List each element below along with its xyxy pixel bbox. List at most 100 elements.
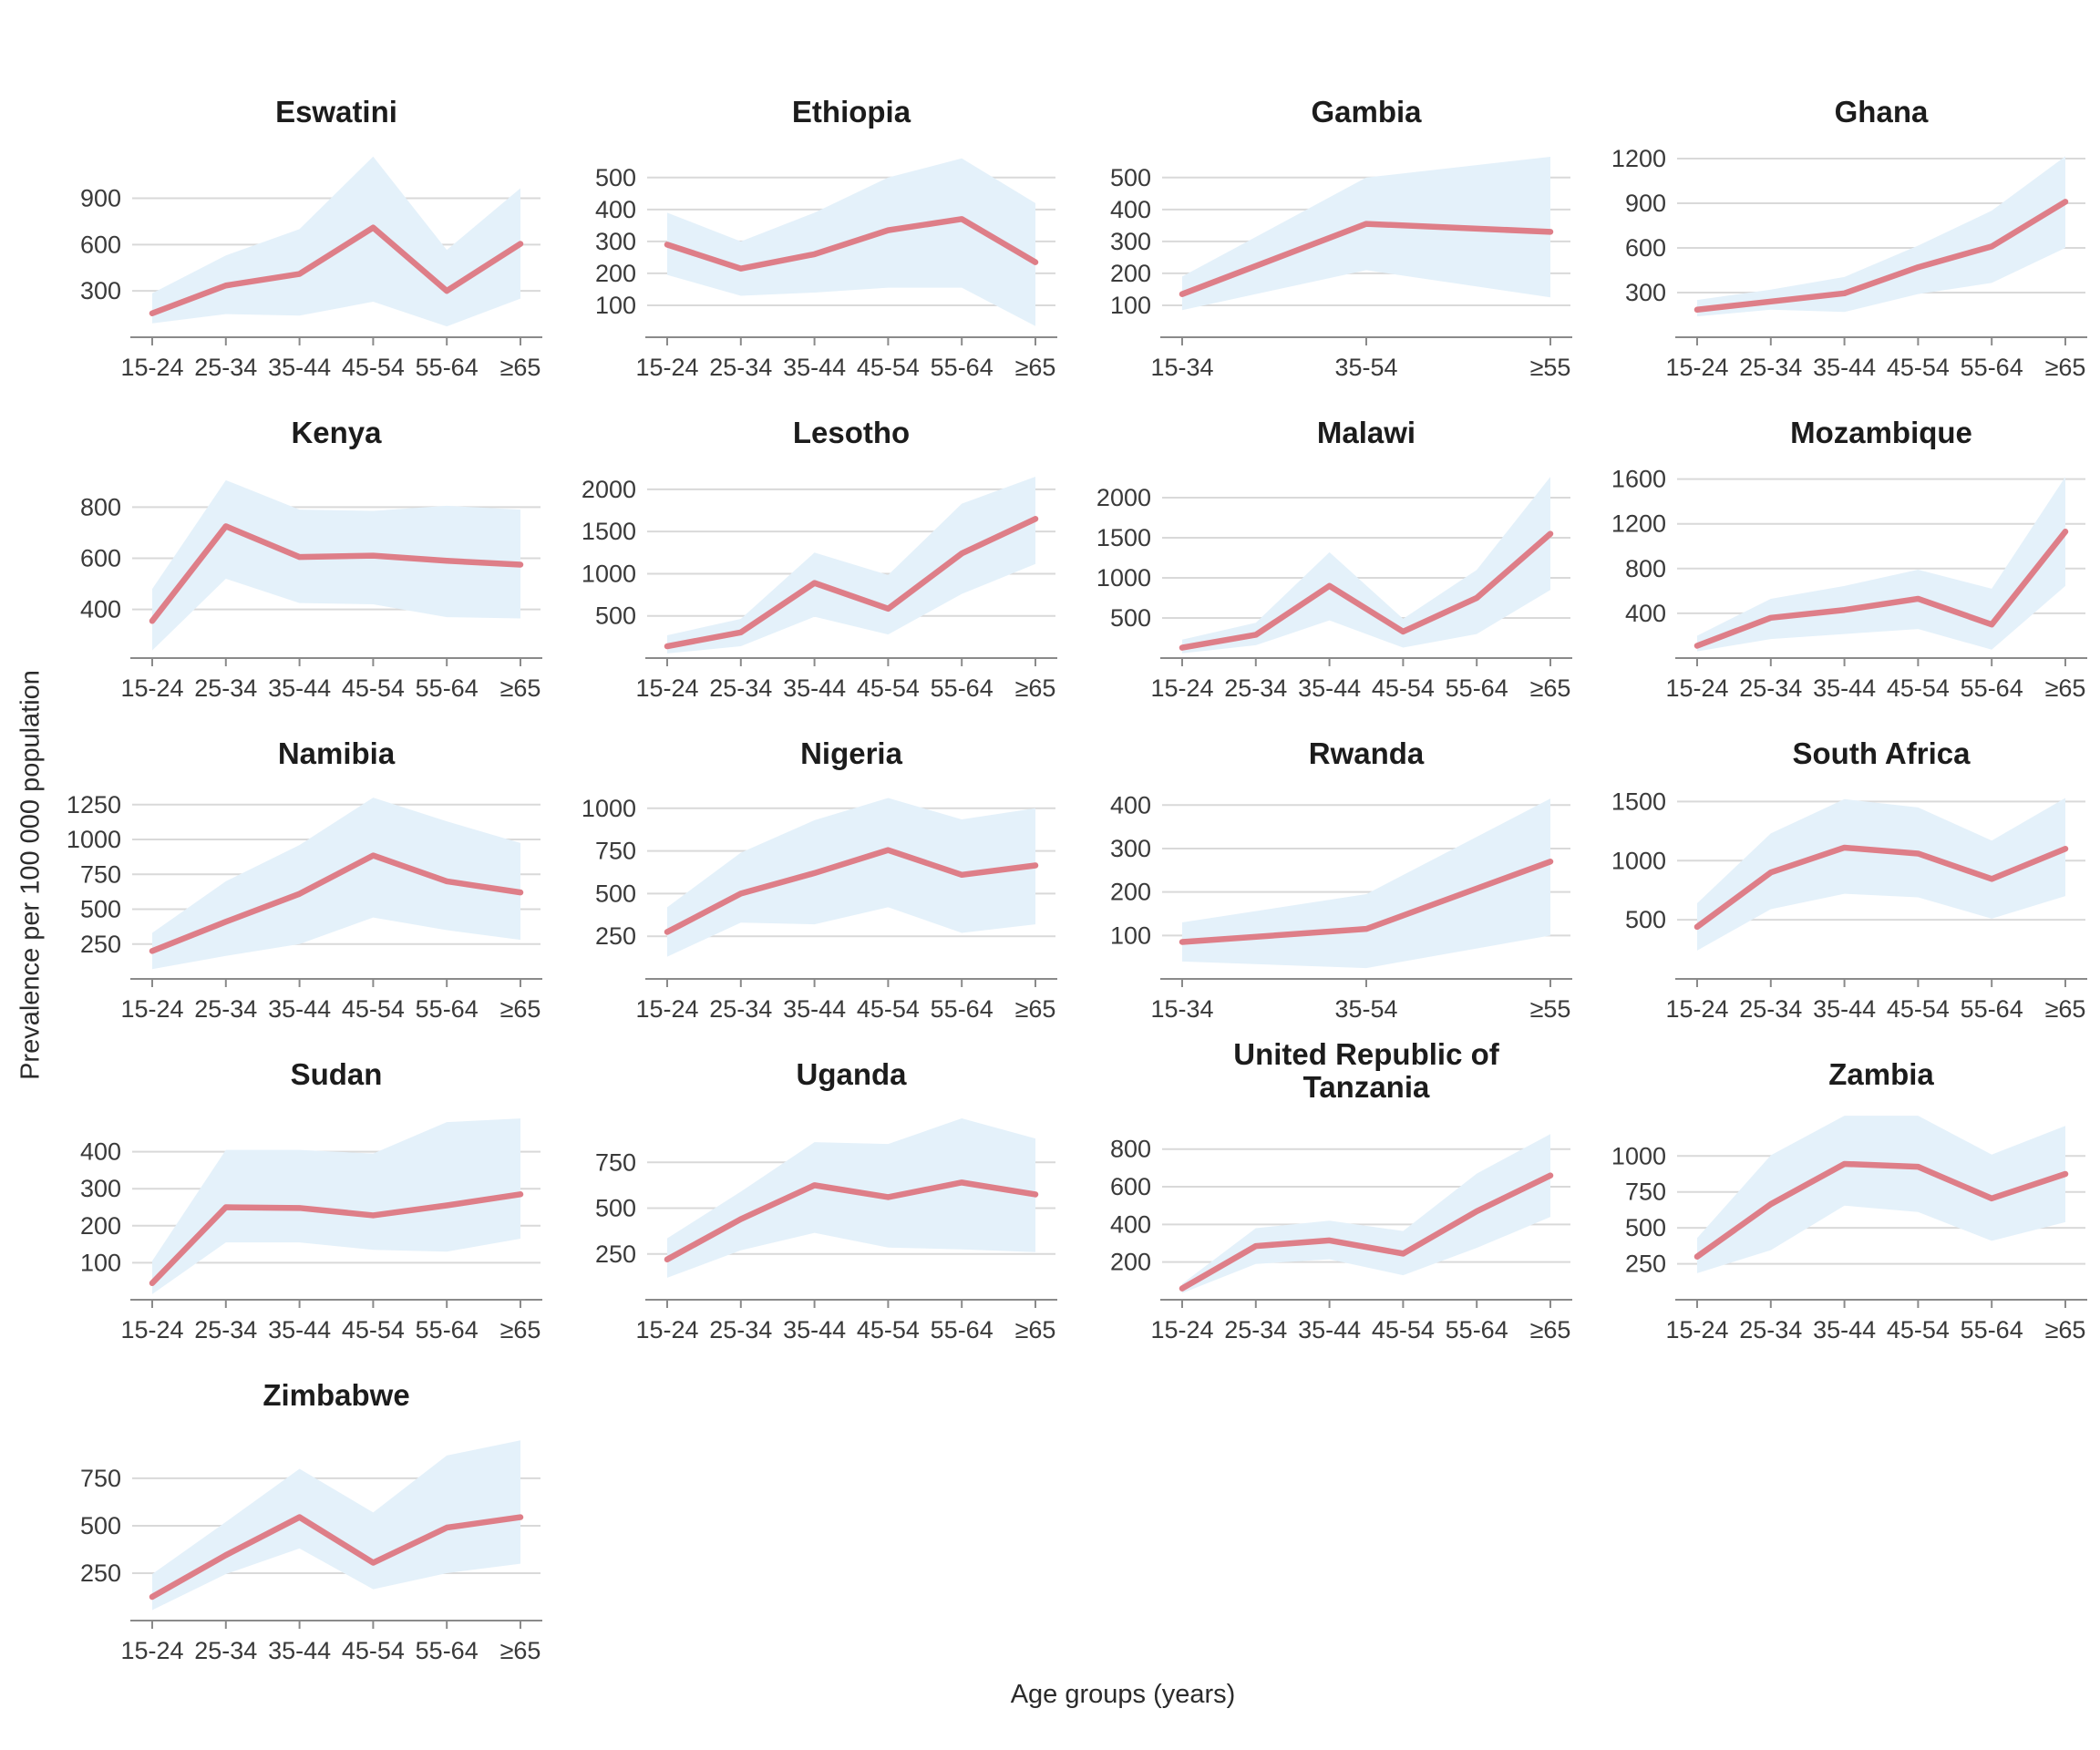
svg-text:1000: 1000 — [582, 560, 636, 587]
svg-text:500: 500 — [1625, 1214, 1666, 1241]
y-tick-labels: 250 500 750 1000 — [1611, 1142, 1666, 1277]
svg-text:35-44: 35-44 — [268, 674, 331, 702]
svg-text:15-24: 15-24 — [120, 674, 183, 702]
prevalence-line — [149, 1191, 524, 1286]
svg-text:≥65: ≥65 — [1015, 674, 1056, 702]
panel-zimbabwe: Zimbabwe 250 500 750 15-24 25-34 35-44 45-54 55-… — [80, 1378, 542, 1664]
svg-text:Eswatini: Eswatini — [275, 95, 397, 129]
y-tick-labels: 250 500 750 1000 — [582, 795, 636, 950]
svg-text:45-54: 45-54 — [342, 354, 405, 381]
svg-text:45-54: 45-54 — [857, 1316, 920, 1343]
svg-text:45-54: 45-54 — [1372, 1316, 1435, 1343]
svg-text:500: 500 — [80, 896, 121, 923]
svg-text:≥65: ≥65 — [500, 995, 541, 1023]
svg-text:15-24: 15-24 — [635, 995, 698, 1023]
panel-title: Mozambique — [1790, 416, 1972, 449]
confidence-band — [1697, 477, 2065, 652]
prevalence-line — [149, 523, 524, 624]
svg-text:15-24: 15-24 — [1665, 674, 1728, 702]
svg-text:≥65: ≥65 — [500, 1637, 541, 1664]
confidence-band — [1697, 156, 2065, 317]
x-axis — [1160, 978, 1572, 987]
svg-text:25-34: 25-34 — [709, 995, 772, 1023]
panel-zambia: Zambia 250 500 750 1000 15-24 25-34 35-44 45-54 5… — [1611, 1057, 2087, 1343]
x-axis — [130, 1620, 542, 1629]
x-tick-labels: 15-24 25-34 35-44 45-54 55-64 ≥65 — [635, 674, 1055, 702]
svg-text:≥65: ≥65 — [2045, 354, 2086, 381]
svg-text:800: 800 — [80, 493, 121, 520]
svg-text:≥65: ≥65 — [1530, 1316, 1571, 1343]
y-tick-labels: 500 1000 1500 — [1611, 788, 1666, 933]
svg-text:15-24: 15-24 — [1665, 1316, 1728, 1343]
svg-text:35-44: 35-44 — [1813, 354, 1876, 381]
prevalence-line — [1693, 529, 2069, 649]
svg-text:25-34: 25-34 — [194, 674, 257, 702]
x-tick-labels: 15-24 25-34 35-44 45-54 55-64 ≥65 — [1150, 1316, 1570, 1343]
prevalence-line — [664, 216, 1039, 272]
svg-text:55-64: 55-64 — [1961, 674, 2023, 702]
svg-text:35-44: 35-44 — [268, 1637, 331, 1664]
svg-text:Tanzania: Tanzania — [1303, 1070, 1430, 1104]
svg-text:Mozambique: Mozambique — [1790, 416, 1972, 449]
svg-text:55-64: 55-64 — [416, 674, 479, 702]
svg-text:300: 300 — [1110, 228, 1151, 255]
confidence-band — [1697, 1116, 2065, 1273]
svg-text:≥65: ≥65 — [500, 1316, 541, 1343]
svg-text:100: 100 — [80, 1249, 121, 1276]
svg-text:750: 750 — [1625, 1179, 1666, 1206]
x-tick-labels: 15-24 25-34 35-44 45-54 55-64 ≥65 — [120, 1316, 540, 1343]
svg-text:45-54: 45-54 — [857, 354, 920, 381]
panel-rwanda: Rwanda 100 200 300 400 15-34 35-54 ≥55 — [1110, 736, 1572, 1023]
prevalence-line — [149, 852, 524, 954]
y-tick-labels: 500 1000 1500 2000 — [582, 476, 636, 630]
x-axis-label: Age groups (years) — [1010, 1680, 1236, 1709]
svg-text:750: 750 — [80, 860, 121, 888]
panel-title: Kenya — [291, 416, 382, 449]
svg-text:Uganda: Uganda — [796, 1057, 907, 1091]
svg-text:≥65: ≥65 — [2045, 674, 2086, 702]
svg-text:35-44: 35-44 — [1813, 1316, 1876, 1343]
panel-title: Nigeria — [800, 736, 903, 770]
svg-text:15-24: 15-24 — [120, 354, 183, 381]
svg-text:100: 100 — [595, 292, 636, 319]
x-axis — [1675, 336, 2087, 345]
y-tick-labels: 100 200 300 400 — [80, 1138, 121, 1277]
x-tick-labels: 15-24 25-34 35-44 45-54 55-64 ≥65 — [120, 1637, 540, 1664]
svg-text:55-64: 55-64 — [931, 354, 993, 381]
svg-text:45-54: 45-54 — [342, 674, 405, 702]
svg-text:300: 300 — [1625, 279, 1666, 306]
svg-text:Ghana: Ghana — [1835, 95, 1929, 129]
svg-text:800: 800 — [1625, 555, 1666, 582]
svg-text:25-34: 25-34 — [194, 995, 257, 1023]
panel-title: Gambia — [1311, 95, 1422, 129]
svg-text:500: 500 — [595, 1195, 636, 1222]
svg-text:Lesotho: Lesotho — [793, 416, 910, 449]
svg-text:250: 250 — [595, 1240, 636, 1268]
x-tick-labels: 15-24 25-34 35-44 45-54 55-64 ≥65 — [635, 354, 1055, 381]
svg-text:≥65: ≥65 — [2045, 1316, 2086, 1343]
svg-text:900: 900 — [80, 185, 121, 212]
svg-text:35-54: 35-54 — [1334, 354, 1397, 381]
svg-text:500: 500 — [595, 880, 636, 907]
svg-text:55-64: 55-64 — [1961, 1316, 2023, 1343]
svg-text:≥65: ≥65 — [1530, 674, 1571, 702]
x-axis — [130, 336, 542, 345]
panel-title: Malawi — [1317, 416, 1415, 449]
svg-text:45-54: 45-54 — [1372, 674, 1435, 702]
x-axis — [1160, 657, 1572, 666]
svg-text:200: 200 — [1110, 879, 1151, 906]
svg-text:750: 750 — [80, 1465, 121, 1492]
svg-text:1000: 1000 — [67, 826, 121, 853]
svg-text:2000: 2000 — [1096, 484, 1151, 511]
x-axis — [1675, 657, 2087, 666]
confidence-band — [1182, 157, 1550, 311]
svg-text:25-34: 25-34 — [709, 354, 772, 381]
svg-text:1200: 1200 — [1611, 145, 1666, 172]
svg-text:15-24: 15-24 — [635, 674, 698, 702]
panel-title: Zimbabwe — [262, 1378, 409, 1412]
panel-title: Sudan — [291, 1057, 383, 1091]
x-tick-labels: 15-24 25-34 35-44 45-54 55-64 ≥65 — [1665, 995, 2085, 1023]
